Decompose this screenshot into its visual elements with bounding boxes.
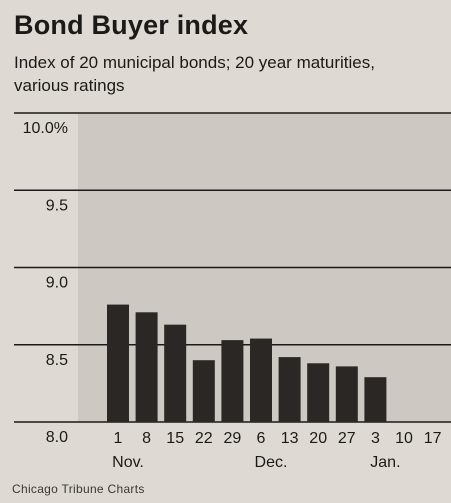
- x-tick-label: 27: [338, 430, 356, 447]
- y-tick-label: 9.0: [46, 275, 68, 292]
- bar: [335, 366, 358, 422]
- x-tick-label: 29: [224, 430, 242, 447]
- month-label: Jan.: [370, 454, 400, 471]
- y-tick-label: 9.5: [46, 197, 68, 214]
- bar: [307, 363, 330, 422]
- chart-subtitle: Index of 20 municipal bonds; 20 year mat…: [14, 53, 375, 95]
- month-label: Nov.: [112, 454, 144, 471]
- x-tick-label: 8: [142, 430, 151, 447]
- x-tick-label: 1: [114, 430, 123, 447]
- bar: [107, 304, 129, 422]
- bar: [364, 377, 387, 422]
- bar: [278, 357, 301, 422]
- y-tick-label: 10.0%: [23, 120, 68, 137]
- bar: [221, 340, 244, 422]
- bars: [107, 304, 387, 422]
- bar: [250, 338, 272, 422]
- bar: [164, 324, 187, 422]
- x-tick-label: 6: [257, 430, 266, 447]
- y-tick-labels: 8.0 8.5 9.0 9.5 10.0%: [23, 120, 68, 446]
- x-tick-label: 17: [424, 430, 442, 447]
- x-tick-label: 20: [309, 430, 327, 447]
- bar: [192, 360, 215, 422]
- chart-credit: Chicago Tribune Charts: [12, 482, 145, 496]
- bar: [135, 312, 158, 422]
- chart-title: Bond Buyer index: [14, 10, 249, 40]
- x-tick-label: 3: [371, 430, 380, 447]
- y-tick-label: 8.5: [46, 352, 68, 369]
- x-tick-label: 13: [281, 430, 299, 447]
- month-labels: Nov. Dec. Jan.: [112, 454, 400, 471]
- y-tick-label: 8.0: [46, 429, 68, 446]
- x-tick-label: 15: [166, 430, 184, 447]
- month-label: Dec.: [255, 454, 288, 471]
- x-tick-label: 22: [195, 430, 213, 447]
- x-tick-labels: 1 8 15 22 29 6 13 20 27 3 10 17: [114, 430, 442, 447]
- x-tick-label: 10: [395, 430, 413, 447]
